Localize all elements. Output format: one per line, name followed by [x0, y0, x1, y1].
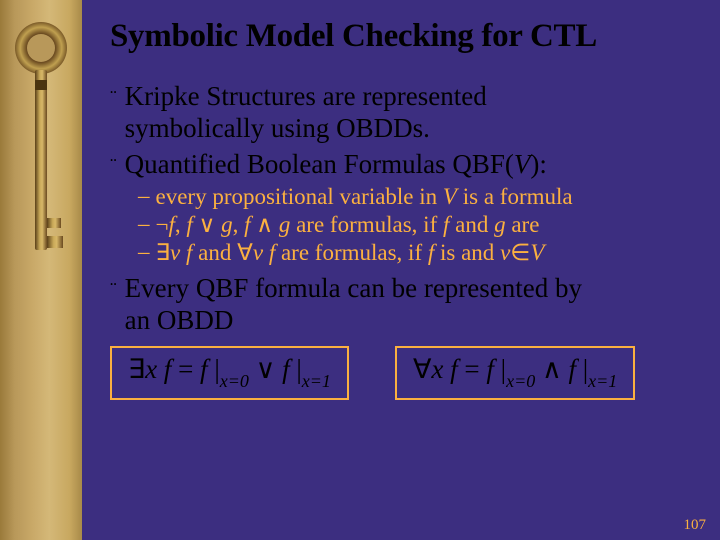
text-fragment: g: [221, 212, 233, 237]
text-fragment: =: [178, 354, 200, 384]
sub-text: ¬f, f ∨ g, f ∧ g are formulas, if f and …: [156, 211, 540, 239]
page-number: 107: [684, 517, 707, 534]
text-fragment: g: [494, 212, 506, 237]
bullet-marker: ¨: [110, 279, 117, 302]
bullet-marker: ¨: [110, 155, 117, 178]
text-fragment: V: [514, 149, 531, 179]
text-fragment: every propositional variable in: [156, 184, 443, 209]
text-fragment: v: [500, 240, 510, 265]
sub-bullet-item: – every propositional variable in V is a…: [138, 183, 698, 211]
slide-content: Symbolic Model Checking for CTL ¨ Kripke…: [82, 0, 720, 540]
bullet-text: Quantified Boolean Formulas QBF(V):: [125, 149, 547, 181]
text-fragment: =: [464, 354, 486, 384]
text-fragment: V: [530, 240, 544, 265]
formula-exists: ∃x f = f |x=0 ∨ f |x=1: [110, 346, 349, 399]
text-fragment: are formulas, if: [290, 212, 443, 237]
text-fragment: is a formula: [457, 184, 573, 209]
sub-bullet-item: – ¬f, f ∨ g, f ∧ g are formulas, if f an…: [138, 211, 698, 239]
text-fragment: and ∀: [192, 240, 252, 265]
bullet-marker: ¨: [110, 87, 117, 110]
sub-text: every propositional variable in V is a f…: [156, 183, 573, 211]
text-fragment: V: [443, 184, 457, 209]
text-fragment: |: [296, 354, 301, 384]
sidebar-decoration: [0, 0, 82, 540]
text-fragment: and: [449, 212, 494, 237]
text-fragment: symbolically using OBDDs.: [125, 113, 430, 143]
text-fragment: f: [568, 354, 582, 384]
text-fragment: ,: [233, 212, 245, 237]
slide: Symbolic Model Checking for CTL ¨ Kripke…: [0, 0, 720, 540]
bullet-item: ¨ Every QBF formula can be represented b…: [110, 273, 698, 337]
text-fragment: x=1: [588, 371, 617, 391]
text-fragment: ∃: [156, 240, 171, 265]
text-fragment: x=0: [220, 371, 249, 391]
text-fragment: are formulas, if: [275, 240, 428, 265]
text-fragment: are: [506, 212, 540, 237]
text-fragment: ):: [530, 149, 547, 179]
text-fragment: x f: [145, 354, 178, 384]
formula-forall: ∀x f = f |x=0 ∧ f |x=1: [395, 346, 635, 399]
text-fragment: Kripke Structures are represented: [125, 81, 487, 111]
sub-bullet-item: – ∃v f and ∀v f are formulas, if f is an…: [138, 239, 698, 267]
text-fragment: ∨: [193, 212, 221, 237]
text-fragment: ∈: [510, 240, 530, 265]
text-fragment: g: [279, 212, 291, 237]
text-fragment: ∨: [249, 354, 282, 384]
sub-marker: –: [138, 211, 150, 237]
slide-title: Symbolic Model Checking for CTL: [110, 18, 698, 55]
key-icon: [14, 18, 68, 298]
text-fragment: an OBDD: [125, 305, 234, 335]
text-fragment: is and: [434, 240, 500, 265]
sub-marker: –: [138, 183, 150, 209]
text-fragment: f: [200, 354, 214, 384]
formula-row: ∃x f = f |x=0 ∨ f |x=1 ∀x f = f |x=0 ∧ f…: [110, 346, 698, 399]
text-fragment: ¬: [156, 212, 169, 237]
text-fragment: f: [486, 354, 500, 384]
text-fragment: x=1: [302, 371, 331, 391]
text-fragment: Every QBF formula can be represented by: [125, 273, 582, 303]
text-fragment: v f: [253, 240, 275, 265]
sub-text: ∃v f and ∀v f are formulas, if f is and …: [156, 239, 545, 267]
text-fragment: ∃: [128, 354, 145, 384]
text-fragment: x=0: [506, 371, 535, 391]
text-fragment: x f: [431, 354, 464, 384]
text-fragment: ∧: [535, 354, 568, 384]
text-fragment: f: [282, 354, 296, 384]
text-fragment: v f: [170, 240, 192, 265]
bullet-text: Kripke Structures are represented symbol…: [125, 81, 487, 145]
text-fragment: ∀: [413, 354, 431, 384]
text-fragment: ∧: [251, 212, 279, 237]
text-fragment: Quantified Boolean Formulas QBF(: [125, 149, 514, 179]
sub-marker: –: [138, 239, 150, 265]
bullet-item: ¨ Quantified Boolean Formulas QBF(V):: [110, 149, 698, 181]
bullet-text: Every QBF formula can be represented by …: [125, 273, 582, 337]
text-fragment: |: [214, 354, 219, 384]
bullet-item: ¨ Kripke Structures are represented symb…: [110, 81, 698, 145]
text-fragment: ,: [175, 212, 187, 237]
